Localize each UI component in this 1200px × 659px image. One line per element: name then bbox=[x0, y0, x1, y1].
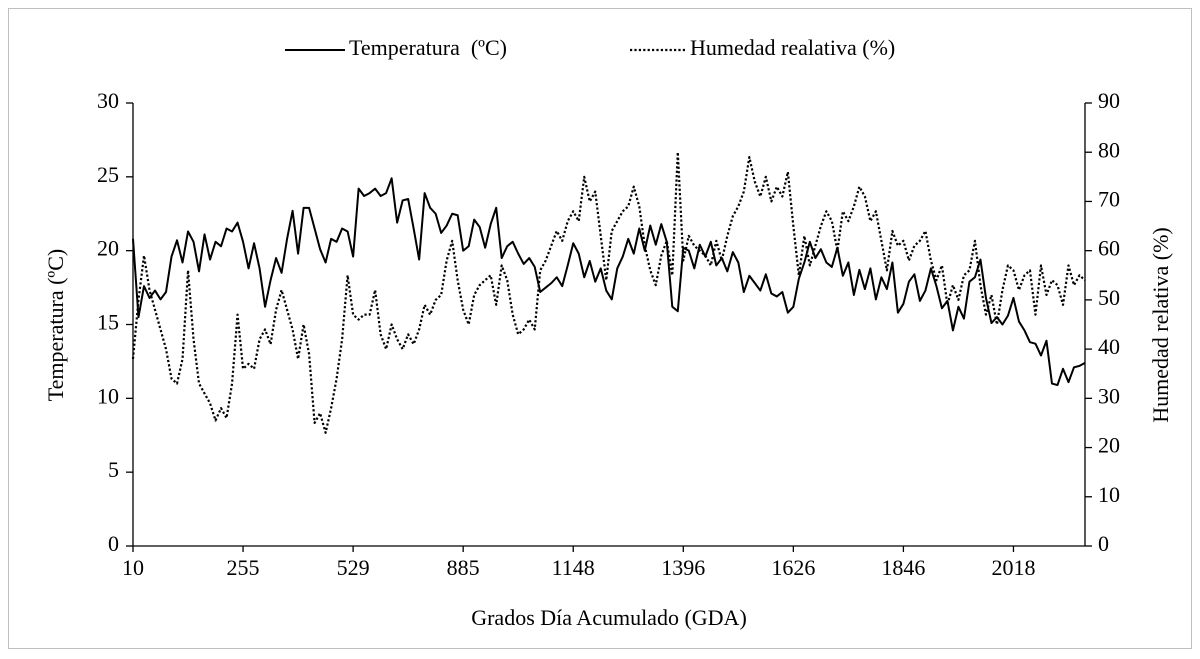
y2-tick-label: 40 bbox=[1098, 334, 1120, 359]
y-tick-label: 20 bbox=[97, 236, 119, 261]
y2-tick-label: 90 bbox=[1098, 88, 1120, 113]
y2-tick-label: 60 bbox=[1098, 236, 1120, 261]
y-tick-label: 25 bbox=[97, 162, 119, 187]
y2-axis-title: Humedad relativa (%) bbox=[1148, 227, 1173, 422]
x-tick-label: 1846 bbox=[881, 555, 925, 580]
y2-tick-label: 70 bbox=[1098, 186, 1120, 211]
y-tick-label: 10 bbox=[97, 383, 119, 408]
x-tick-label: 2018 bbox=[991, 555, 1035, 580]
legend-label: Humedad realativa (%) bbox=[690, 35, 895, 60]
y2-tick-label: 80 bbox=[1098, 137, 1120, 162]
data-line bbox=[131, 151, 1086, 434]
x-tick-label: 10 bbox=[122, 555, 144, 580]
y-axis-title: Temperatura (ºC) bbox=[43, 249, 68, 402]
chart-border bbox=[8, 8, 1192, 649]
x-axis-title: Grados Día Acumulado (GDA) bbox=[471, 605, 747, 630]
y2-tick-label: 20 bbox=[1098, 433, 1120, 458]
data-line bbox=[132, 177, 1086, 387]
y-tick-label: 0 bbox=[108, 531, 119, 556]
y-tick-label: 30 bbox=[97, 88, 119, 113]
x-tick-label: 1148 bbox=[552, 555, 595, 580]
x-tick-label: 1626 bbox=[771, 555, 815, 580]
x-tick-label: 255 bbox=[227, 555, 260, 580]
x-tick-label: 529 bbox=[337, 555, 370, 580]
y-tick-label: 15 bbox=[97, 310, 119, 335]
y2-tick-label: 50 bbox=[1098, 285, 1120, 310]
x-tick-label: 1396 bbox=[661, 555, 705, 580]
y2-tick-label: 0 bbox=[1098, 531, 1109, 556]
y2-tick-label: 10 bbox=[1098, 482, 1120, 507]
legend-label: Temperatura (ºC) bbox=[349, 35, 507, 60]
y-tick-label: 5 bbox=[108, 457, 119, 482]
x-tick-label: 885 bbox=[447, 555, 480, 580]
y2-tick-label: 30 bbox=[1098, 383, 1120, 408]
